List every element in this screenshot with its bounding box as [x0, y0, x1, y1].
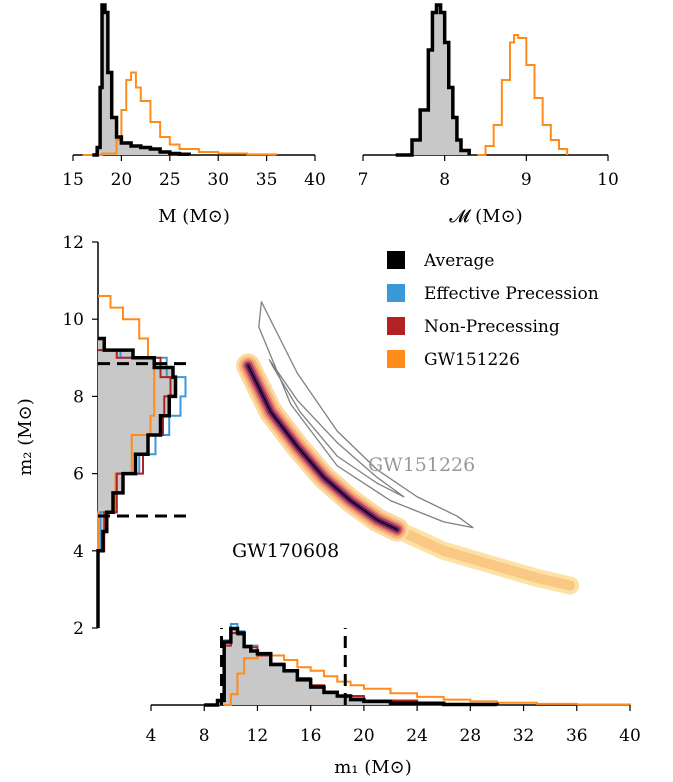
- total-mass-x-label: M (M⊙): [158, 206, 230, 227]
- chirp-mass-x-tick-label-8: 8: [439, 170, 450, 190]
- m1-marginal-histogram: [204, 623, 631, 707]
- chirp-mass-x-tick-label-9: 9: [521, 170, 532, 190]
- legend-entry-average: Average: [387, 251, 494, 271]
- chirp-mass-series-gw151226: [477, 34, 569, 156]
- gw151226-annotation: GW151226: [368, 454, 475, 476]
- total-mass-x-tick-label-15: 15: [62, 170, 84, 190]
- m2-tick-label-8: 8: [73, 387, 84, 407]
- legend: Average Effective Precession Non-Precess…: [387, 251, 599, 370]
- m1-tick-label-16: 16: [300, 726, 322, 746]
- m2-tick-label-6: 6: [73, 465, 84, 485]
- m2-tick-label-10: 10: [62, 310, 84, 330]
- m1-tick-label-24: 24: [406, 726, 428, 746]
- legend-label-average: Average: [423, 251, 494, 271]
- legend-swatch-non-precessing: [387, 317, 405, 335]
- chirp-mass-series: [395, 3, 569, 157]
- legend-entry-gw151226: GW151226: [387, 350, 520, 370]
- m1-marginal-series-average: [204, 626, 499, 707]
- legend-entry-effective-precession: Effective Precession: [387, 284, 599, 304]
- gw151226-contours: [258, 301, 474, 529]
- gw170608-tail-inner: [392, 524, 576, 591]
- m1-axis-label: m₁ (M⊙): [334, 757, 412, 778]
- total-mass-x-tick-label-40: 40: [304, 170, 326, 190]
- chirp-mass-average-fill: [395, 5, 470, 155]
- m1-ticks: 4 8 12 16 20 24 28 32 36 40: [146, 705, 641, 746]
- chirp-mass-series-average: [395, 3, 471, 157]
- m2-tick-label-2: 2: [73, 619, 84, 639]
- total-mass-ticks: 15 20 25 30 35 40: [62, 155, 326, 190]
- total-mass-x-tick-label-30: 30: [207, 170, 229, 190]
- gw151226-inner-contour: [268, 359, 405, 498]
- m2-marginal-average-fill: [98, 338, 176, 628]
- chirp-mass-x-tick-label-10: 10: [597, 170, 619, 190]
- m2-axis-label: m₂ (M⊙): [15, 398, 36, 476]
- gw170608-credible-region: [236, 353, 580, 595]
- legend-label-non-precessing: Non-Precessing: [424, 317, 560, 337]
- m1-tick-label-12: 12: [247, 726, 269, 746]
- legend-label-effective-precession: Effective Precession: [424, 284, 599, 304]
- legend-swatch-gw151226: [387, 350, 405, 368]
- legend-label-gw151226: GW151226: [424, 350, 520, 370]
- total-mass-x-tick-label-25: 25: [159, 170, 181, 190]
- gw170608-annotation: GW170608: [232, 540, 339, 562]
- chirp-mass-x-label: 𝓜 (M⊙): [449, 206, 522, 227]
- m2-tick-label-4: 4: [73, 542, 84, 562]
- m1-marginal-average-fill: [204, 628, 497, 705]
- total-mass-histogram: 15 20 25 30 35 40 M (M⊙): [62, 3, 326, 227]
- gw170608-ridge-contour: [247, 365, 398, 531]
- chirp-mass-ticks: 7 8 9 10: [358, 155, 619, 190]
- total-mass-x-tick-label-20: 20: [111, 170, 133, 190]
- m2-marginal-histogram: [96, 295, 188, 628]
- m1-tick-label-32: 32: [513, 726, 535, 746]
- total-mass-series: [82, 3, 278, 157]
- m1-tick-label-36: 36: [566, 726, 588, 746]
- m1-tick-label-40: 40: [619, 726, 641, 746]
- legend-entry-non-precessing: Non-Precessing: [387, 317, 560, 337]
- m2-tick-label-12: 12: [62, 233, 84, 253]
- m1-tick-label-4: 4: [146, 726, 157, 746]
- chirp-mass-x-tick-label-7: 7: [358, 170, 369, 190]
- total-mass-series-average: [92, 3, 191, 157]
- chirp-mass-histogram: 7 8 9 10 𝓜 (M⊙): [358, 3, 619, 227]
- total-mass-x-tick-label-35: 35: [256, 170, 278, 190]
- m1-tick-label-28: 28: [460, 726, 482, 746]
- m2-ticks: 2 4 6 8 10 12: [62, 233, 98, 639]
- gw151226-outer-contour: [258, 301, 474, 529]
- m2-marginal-series-average: [96, 336, 178, 628]
- legend-swatch-effective-precession: [387, 284, 405, 302]
- legend-swatch-average: [387, 251, 405, 269]
- m1-tick-label-8: 8: [199, 726, 210, 746]
- m1-tick-label-20: 20: [353, 726, 375, 746]
